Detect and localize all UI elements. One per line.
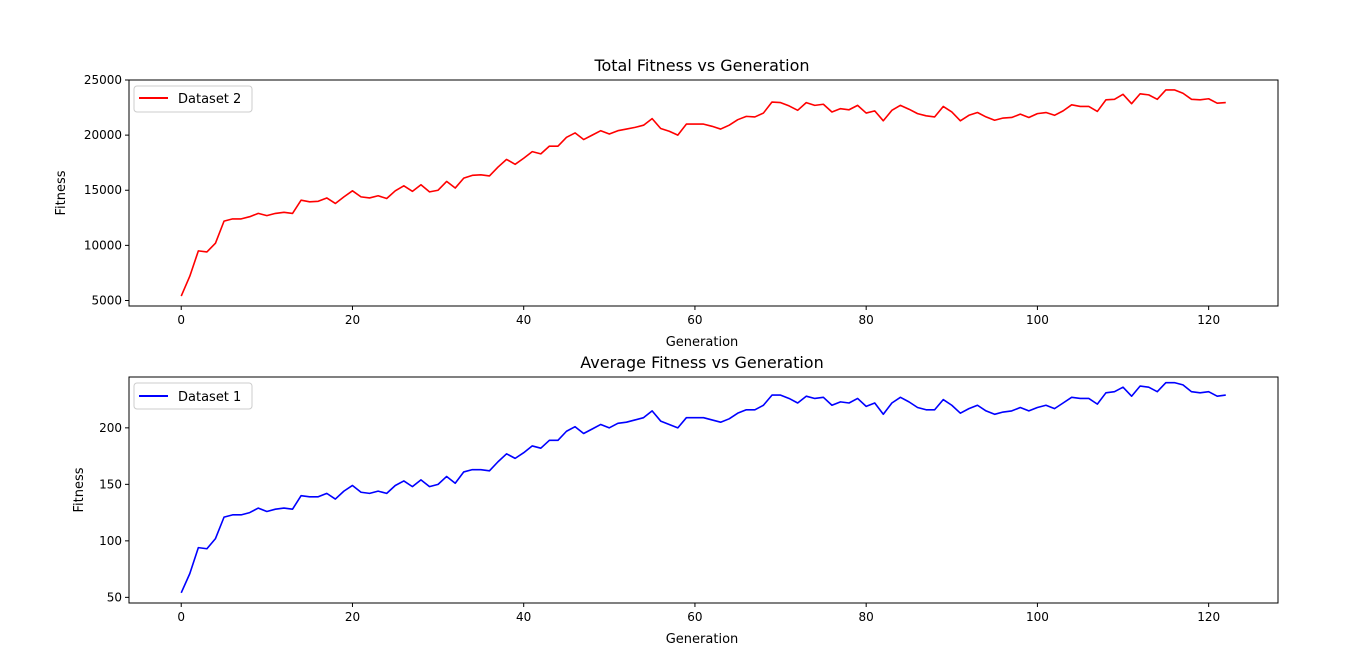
x-tick-label: 20 <box>345 313 360 327</box>
y-tick-label: 5000 <box>91 293 122 307</box>
x-tick-label: 20 <box>345 610 360 624</box>
average-fitness-chart: Average Fitness vs Generation 0 20 40 60 80 1… <box>72 353 1279 647</box>
x-axis-label: Generation <box>666 335 739 350</box>
y-tick-label: 200 <box>99 421 122 435</box>
x-tick-label: 100 <box>1026 313 1049 327</box>
y-axis-ticks: 5000 10000 15000 20000 25000 <box>84 73 129 307</box>
plot-area <box>128 376 1279 604</box>
y-axis-label: Fitness <box>54 170 69 215</box>
x-axis-label: Generation <box>666 632 739 647</box>
x-tick-label: 80 <box>859 313 874 327</box>
x-tick-label: 60 <box>687 610 702 624</box>
legend-label: Dataset 2 <box>178 92 241 107</box>
y-axis-ticks: 50 100 150 200 <box>99 421 129 604</box>
plot-area <box>128 79 1279 307</box>
x-tick-label: 80 <box>859 610 874 624</box>
total-fitness-chart: Total Fitness vs Generation 0 20 40 60 80 100… <box>54 56 1279 350</box>
chart-title: Average Fitness vs Generation <box>580 353 823 372</box>
x-axis-ticks: 0 20 40 60 80 100 120 <box>177 306 1220 327</box>
y-tick-label: 15000 <box>84 183 122 197</box>
chart-title: Total Fitness vs Generation <box>593 56 809 75</box>
y-tick-label: 20000 <box>84 128 122 142</box>
x-axis-ticks: 0 20 40 60 80 100 120 <box>177 603 1220 624</box>
x-tick-label: 100 <box>1026 610 1049 624</box>
y-tick-label: 10000 <box>84 238 122 252</box>
x-tick-label: 40 <box>516 610 531 624</box>
y-tick-label: 50 <box>107 590 122 604</box>
x-tick-label: 0 <box>177 610 185 624</box>
y-axis-label: Fitness <box>72 467 87 512</box>
y-tick-label: 100 <box>99 534 122 548</box>
legend-box <box>133 85 253 113</box>
legend-label: Dataset 1 <box>178 390 241 405</box>
x-tick-label: 40 <box>516 313 531 327</box>
y-tick-label: 25000 <box>84 73 122 87</box>
legend-box <box>133 382 253 410</box>
series-line <box>180 381 1226 594</box>
y-tick-label: 150 <box>99 477 122 491</box>
series-lines <box>180 381 1226 594</box>
series-line <box>180 89 1226 297</box>
legend: Dataset 1 <box>133 382 253 410</box>
x-tick-label: 60 <box>687 313 702 327</box>
x-tick-label: 120 <box>1197 313 1220 327</box>
legend: Dataset 2 <box>133 85 253 113</box>
series-lines <box>180 89 1226 297</box>
x-tick-label: 120 <box>1197 610 1220 624</box>
x-tick-label: 0 <box>177 313 185 327</box>
